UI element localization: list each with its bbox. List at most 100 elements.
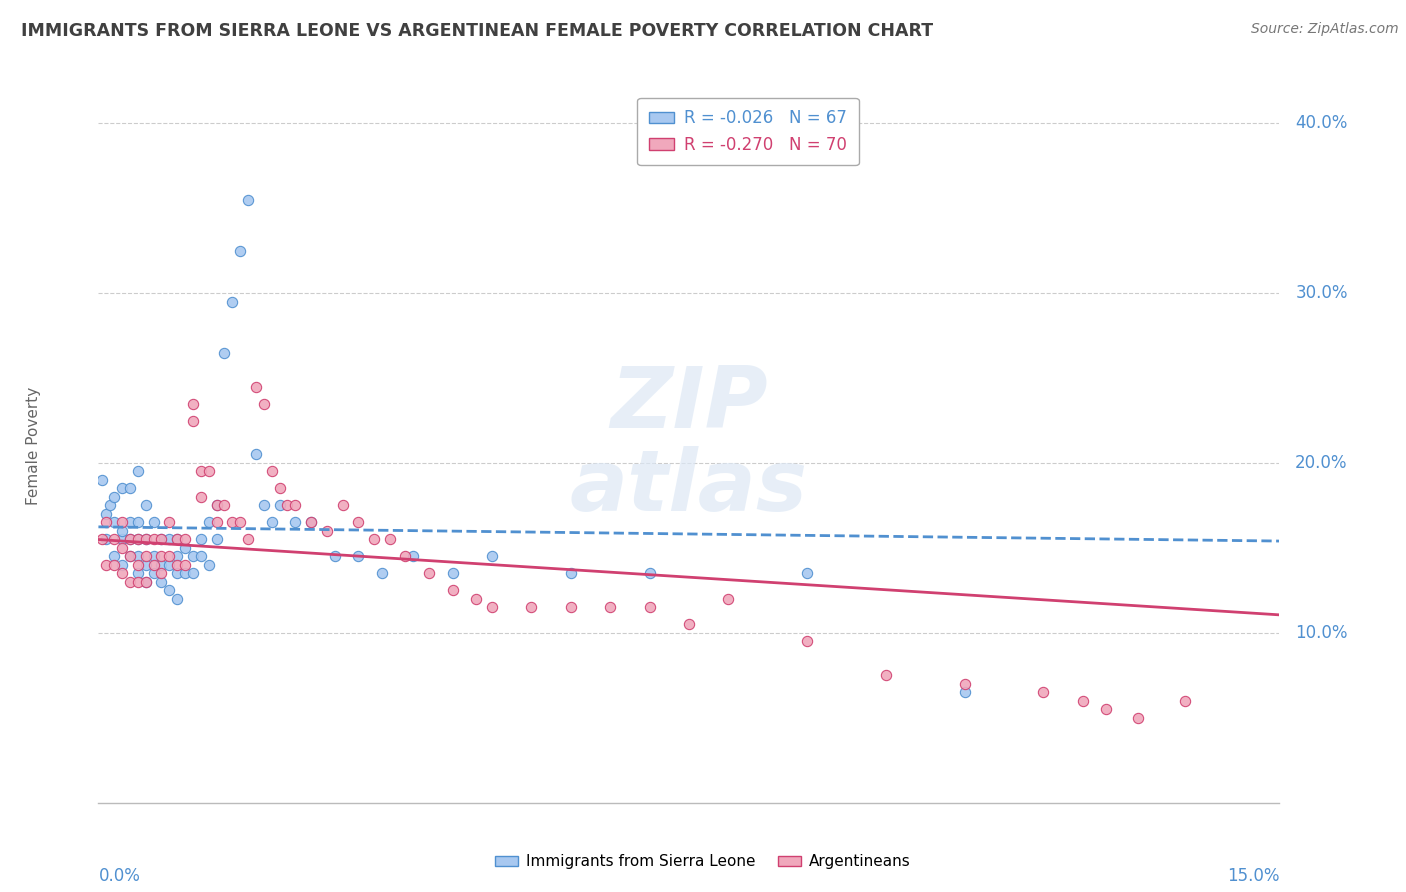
Point — [481, 600, 503, 615]
Point — [157, 558, 180, 572]
Point — [111, 516, 134, 530]
Point — [166, 533, 188, 547]
Point — [347, 516, 370, 530]
Point — [402, 549, 425, 564]
Point — [953, 677, 976, 691]
Text: 40.0%: 40.0% — [1295, 114, 1347, 132]
Point — [98, 499, 121, 513]
Point — [205, 533, 228, 547]
Point — [103, 549, 125, 564]
Point — [323, 549, 346, 564]
Point — [166, 549, 188, 564]
Point — [127, 465, 149, 479]
Point — [142, 516, 165, 530]
Point — [229, 516, 252, 530]
Point — [103, 558, 125, 572]
Point — [253, 499, 276, 513]
Text: Source: ZipAtlas.com: Source: ZipAtlas.com — [1251, 22, 1399, 37]
Point — [91, 473, 114, 487]
Point — [174, 558, 197, 572]
Point — [181, 396, 204, 410]
Point — [111, 541, 134, 555]
Point — [111, 533, 134, 547]
Point — [205, 516, 228, 530]
Point — [441, 583, 464, 598]
Text: 20.0%: 20.0% — [1295, 454, 1348, 472]
Point — [229, 244, 252, 258]
Point — [174, 541, 197, 555]
Point — [1071, 694, 1094, 708]
Point — [150, 549, 173, 564]
Point — [135, 533, 157, 547]
Point — [221, 516, 243, 530]
Point — [236, 533, 259, 547]
Point — [299, 516, 322, 530]
Point — [157, 533, 180, 547]
Point — [118, 533, 141, 547]
Point — [796, 634, 818, 648]
Point — [236, 193, 259, 207]
Text: ZIP: ZIP — [610, 363, 768, 446]
Text: 0.0%: 0.0% — [98, 867, 141, 886]
Point — [96, 516, 118, 530]
Point — [245, 448, 267, 462]
Point — [157, 583, 180, 598]
Point — [1032, 685, 1054, 699]
Point — [953, 685, 976, 699]
Point — [245, 379, 267, 393]
Point — [118, 482, 141, 496]
Point — [1174, 694, 1197, 708]
Point — [315, 524, 337, 538]
Point — [166, 558, 188, 572]
Point — [638, 566, 661, 581]
Point — [197, 465, 219, 479]
Point — [111, 558, 134, 572]
Point — [520, 600, 543, 615]
Point — [157, 516, 180, 530]
Point — [221, 294, 243, 309]
Legend: Immigrants from Sierra Leone, Argentineans: Immigrants from Sierra Leone, Argentinea… — [489, 848, 917, 875]
Point — [197, 516, 219, 530]
Point — [118, 549, 141, 564]
Point — [269, 482, 291, 496]
Point — [142, 558, 165, 572]
Point — [260, 516, 283, 530]
Point — [394, 549, 416, 564]
Point — [378, 533, 401, 547]
Point — [96, 558, 118, 572]
Point — [347, 549, 370, 564]
Point — [118, 574, 141, 589]
Point — [269, 499, 291, 513]
Point — [135, 549, 157, 564]
Point — [363, 533, 385, 547]
Point — [127, 558, 149, 572]
Point — [1126, 711, 1149, 725]
Point — [150, 558, 173, 572]
Point — [418, 566, 440, 581]
Point — [96, 533, 118, 547]
Point — [135, 499, 157, 513]
Point — [190, 465, 212, 479]
Text: Female Poverty: Female Poverty — [25, 387, 41, 505]
Point — [127, 566, 149, 581]
Point — [717, 591, 740, 606]
Point — [190, 549, 212, 564]
Point — [276, 499, 298, 513]
Point — [166, 533, 188, 547]
Point — [166, 591, 188, 606]
Point — [135, 574, 157, 589]
Point — [96, 507, 118, 521]
Point — [181, 413, 204, 427]
Point — [166, 566, 188, 581]
Text: 10.0%: 10.0% — [1295, 624, 1348, 642]
Point — [150, 574, 173, 589]
Point — [111, 566, 134, 581]
Point — [111, 524, 134, 538]
Point — [135, 558, 157, 572]
Point — [118, 516, 141, 530]
Point — [103, 490, 125, 504]
Point — [205, 499, 228, 513]
Point — [174, 533, 197, 547]
Point — [142, 566, 165, 581]
Point — [441, 566, 464, 581]
